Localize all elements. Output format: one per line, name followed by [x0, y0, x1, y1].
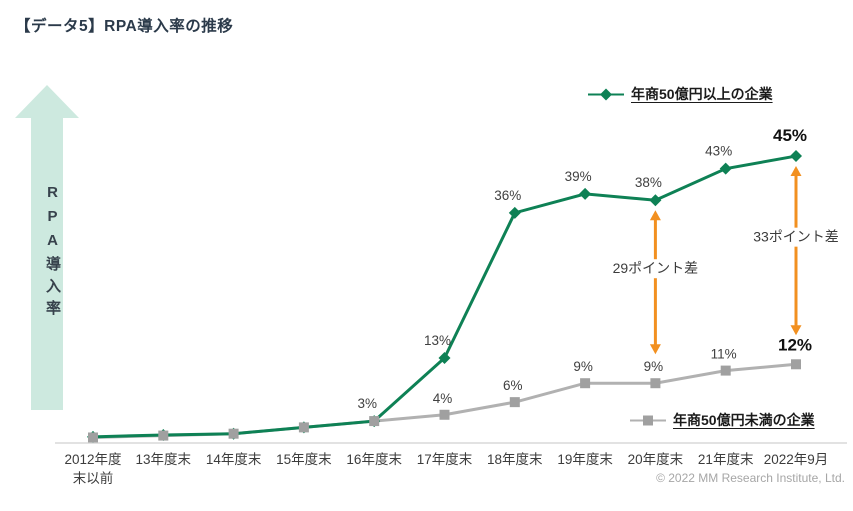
- data-label: 43%: [705, 144, 732, 159]
- data-label: 4%: [433, 391, 453, 406]
- x-axis-label: 13年度末: [136, 452, 192, 467]
- marker-square: [369, 416, 380, 427]
- data-label: 11%: [711, 347, 737, 362]
- marker-diamond: [438, 351, 451, 364]
- marker-diamond: [649, 194, 662, 207]
- data-label: 13%: [424, 333, 451, 348]
- x-axis-label: 18年度末: [487, 452, 543, 467]
- page-title: 【データ5】RPA導入率の推移: [15, 18, 234, 35]
- marker-diamond: [790, 150, 802, 163]
- x-axis-label: 14年度末: [206, 452, 262, 467]
- data-label: 36%: [494, 188, 521, 203]
- marker-square: [158, 430, 169, 441]
- y-axis-arrow-shape: [15, 85, 79, 410]
- marker-square: [439, 409, 450, 420]
- annotation-label: 29ポイント差: [613, 260, 699, 276]
- x-axis-label: 2022年9月: [764, 452, 829, 467]
- marker-square: [580, 378, 591, 389]
- data-label: 39%: [565, 169, 592, 184]
- data-label: 9%: [644, 359, 664, 374]
- x-axis-label: 21年度末: [698, 452, 754, 467]
- arrow-up-icon: [649, 210, 661, 221]
- legend-over50-diamond-icon: [588, 88, 624, 100]
- copyright: © 2022 MM Research Institute, Ltd.: [656, 471, 845, 485]
- marker-square: [509, 397, 520, 408]
- x-axis-label: 20年度末: [628, 452, 684, 467]
- arrow-down-icon: [790, 325, 802, 336]
- data-label: 3%: [357, 396, 377, 411]
- legend-under50-label: 年商50億円未満の企業: [673, 412, 815, 428]
- marker-diamond: [719, 162, 732, 175]
- legend-square-marker: [643, 415, 653, 425]
- arrow-up-icon: [790, 166, 802, 177]
- data-label: 12%: [778, 335, 812, 354]
- y-axis-label: RPA導入率: [44, 184, 61, 322]
- marker-square: [88, 432, 98, 443]
- x-axis-label: 2012年度末以前: [64, 452, 121, 486]
- marker-square: [228, 428, 239, 439]
- data-label: 9%: [573, 359, 593, 374]
- legend-under50-square-icon: [630, 415, 666, 425]
- legend-over50-label: 年商50億円以上の企業: [631, 86, 773, 102]
- y-axis-arrow: [15, 85, 79, 410]
- marker-square: [298, 422, 309, 433]
- x-axis-label: 16年度末: [346, 452, 402, 467]
- data-label: 45%: [773, 126, 807, 145]
- x-axis-label: 15年度末: [276, 452, 332, 467]
- data-label: 6%: [503, 378, 523, 393]
- marker-diamond: [579, 187, 592, 200]
- x-axis-label: 17年度末: [417, 452, 473, 467]
- marker-diamond: [508, 206, 521, 219]
- legend-over50: 年商50億円以上の企業: [588, 84, 773, 104]
- annotation-label-bg: [743, 227, 849, 247]
- marker-square: [650, 378, 661, 389]
- legend-under50: 年商50億円未満の企業: [630, 410, 815, 430]
- x-axis-label: 19年度末: [557, 452, 613, 467]
- data-label: 38%: [635, 175, 662, 190]
- legend-diamond-marker: [600, 88, 612, 100]
- annotation-label-bg: [602, 259, 709, 279]
- marker-square: [791, 359, 801, 370]
- arrow-down-icon: [649, 344, 661, 355]
- annotation-label: 33ポイント差: [753, 229, 839, 245]
- marker-square: [720, 365, 731, 376]
